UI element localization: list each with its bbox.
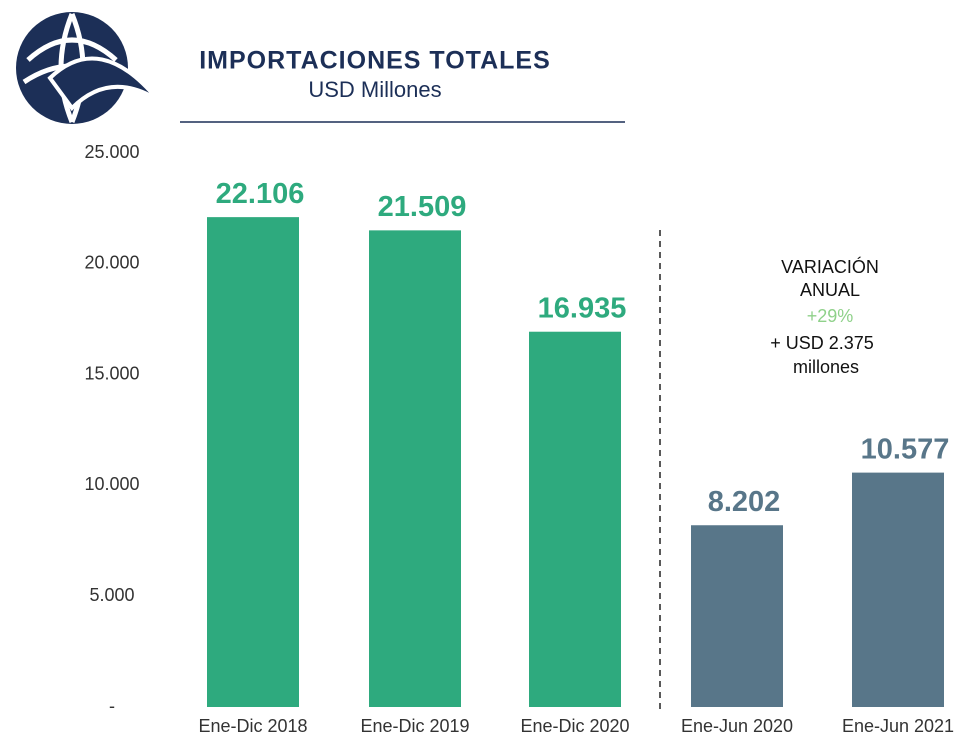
value-label: 21.509	[378, 191, 467, 223]
bar	[852, 472, 944, 707]
annotation: +29%	[807, 306, 854, 326]
chart-subtitle: USD Millones	[308, 77, 441, 102]
value-label: 16.935	[538, 292, 627, 324]
bar	[369, 230, 461, 707]
logo	[16, 12, 160, 124]
y-tick-label: -	[109, 696, 115, 716]
x-tick-label: Ene-Dic 2019	[360, 716, 469, 736]
value-label: 8.202	[708, 486, 781, 518]
y-tick-label: 20.000	[84, 253, 139, 273]
x-tick-label: Ene-Jun 2021	[842, 716, 954, 736]
x-tick-label: Ene-Dic 2018	[198, 716, 307, 736]
value-label: 22.106	[216, 178, 305, 210]
bar	[691, 525, 783, 707]
x-tick-label: Ene-Dic 2020	[520, 716, 629, 736]
annotation: millones	[793, 357, 859, 377]
chart-title: IMPORTACIONES TOTALES	[199, 47, 551, 75]
bar	[207, 217, 299, 707]
annotation: VARIACIÓN	[781, 256, 879, 277]
value-label: 10.577	[861, 433, 950, 465]
y-tick-label: 15.000	[84, 363, 139, 383]
annotation: + USD 2.375	[770, 333, 874, 353]
y-tick-label: 5.000	[89, 585, 134, 605]
x-tick-label: Ene-Jun 2020	[681, 716, 793, 736]
bar	[529, 331, 621, 707]
y-tick-label: 10.000	[84, 474, 139, 494]
y-tick-label: 25.000	[84, 142, 139, 162]
annotation: ANUAL	[800, 280, 860, 300]
